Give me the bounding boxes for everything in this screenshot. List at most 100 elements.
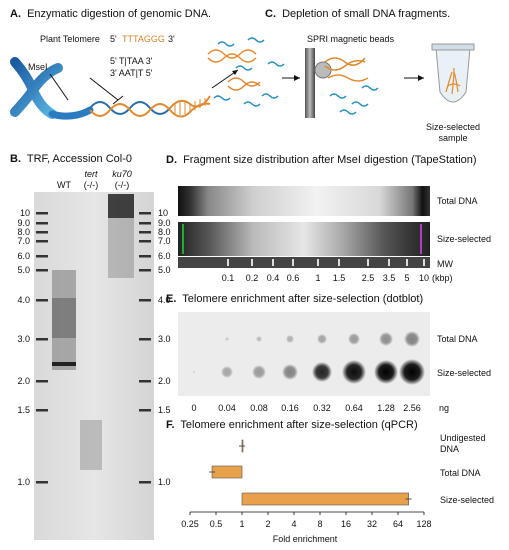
dot-size-selected [399,359,425,385]
marker-right-label: 6.0 [158,251,171,261]
dot-amount-label: 0.64 [345,403,363,413]
dot-total [317,334,327,344]
inhibit-bar [112,95,124,105]
f-ticks: 0.25 0.5 1 2 4 8 16 32 64 128 [181,512,432,529]
dot-amount-label: 0.32 [313,403,331,413]
wt-smear-core [52,298,76,338]
f-tick-label: 0.5 [210,519,223,529]
marker-left-label: 1.5 [17,405,30,415]
f-tick-label: 64 [393,519,403,529]
dot-total [256,336,262,342]
marker-right-label: 4.0 [158,295,171,305]
marker-left-label: 3.0 [17,334,30,344]
sample-label-2: sample [438,133,467,143]
ladder-band [36,255,48,258]
tape-size-lane [178,222,430,256]
panel-a-title: A. Enzymatic digestion of genomic DNA. [10,8,211,20]
e-unit: ng [439,403,449,413]
msei-site-top: 5' T|TAA 3' [110,56,153,66]
ladder-band [139,222,151,225]
ladder-band [139,255,151,258]
lower-marker [182,224,184,254]
panel-c-title: C. Depletion of small DNA fragments. [265,8,450,20]
tert-smear [80,420,102,470]
marker-right-label: 5.0 [158,265,171,275]
ladder-band [36,380,48,383]
ladder-band [36,338,48,341]
dot-size-selected [374,360,398,384]
panel-c: C. Depletion of small DNA fragments. SPR… [265,8,480,143]
panel-e: E. Telomere enrichment after size-select… [166,293,491,413]
mw-tick-label: 1 [315,273,320,283]
d-row-size: Size-selected [437,234,491,244]
ladder-band [139,481,151,484]
sample-label-1: Size-selected [426,122,480,132]
mw-band [423,259,425,266]
mw-band [272,259,274,266]
chromosome-icon [10,57,94,120]
dot-size-selected [221,366,233,378]
f-bar [211,465,243,479]
marker-left-label: 4.0 [17,295,30,305]
d-row-total: Total DNA [437,196,478,206]
lane-ku70-name: ku70 [112,169,132,179]
tube-icon [431,43,475,103]
mw-tick-label: 5 [404,273,409,283]
mw-band [388,259,390,266]
dot-total [225,337,229,341]
mw-tick-label: 1.5 [333,273,346,283]
dot-amount-label: 0.16 [281,403,299,413]
mw-tick-label: 0.1 [222,273,235,283]
ladder-band [139,269,151,272]
beads-label: SPRI magnetic beads [307,34,395,44]
dot-total [286,335,294,343]
dot-amount-label: 0.04 [218,403,236,413]
markers-left: 109.08.07.0 6.0 5.0 4.0 3.0 2.0 1.5 1.0 [17,208,30,487]
dot-size-selected [342,360,366,384]
marker-right-label: 1.0 [158,477,171,487]
msei-site-bottom: 3' AAT|T 5' [110,68,153,78]
mw-band [317,259,319,266]
ladder-band [36,409,48,412]
ladder-band [36,222,48,225]
marker-right-label: 10 [158,208,168,218]
mw-band [292,259,294,266]
mw-band [251,259,253,266]
ladder-band [139,380,151,383]
mw-tick-label: 0.2 [246,273,259,283]
marker-right-label: 3.0 [158,334,171,344]
dot-total [348,333,360,345]
mw-band [406,259,408,266]
f-cat-undigested-2: DNA [440,444,459,454]
ladder-band [36,481,48,484]
mw-band [367,259,369,266]
f-tick-label: 4 [291,519,296,529]
panel-a: A. Enzymatic digestion of genomic DNA. P… [10,8,300,120]
e-row-total: Total DNA [437,334,478,344]
dotblot-amounts: 0 0.04 0.08 0.16 0.32 0.64 1.28 2.56 [191,403,420,413]
inhibit-line [89,77,119,101]
dna-helix-icon [89,95,211,118]
wt-band [52,362,76,366]
seq-three-prime: 3' [168,34,175,44]
f-cat-total: Total DNA [440,468,481,478]
ladder-band [139,299,151,302]
mw-ticks: 0.1 0.2 0.4 0.6 1 1.5 2.5 3.5 5 10 [222,259,429,283]
mw-tick-label: 0.6 [287,273,300,283]
e-row-size: Size-selected [437,368,491,378]
dot-size-selected [312,362,332,382]
panel-d-title: D. Fragment size distribution after MseI… [166,154,477,166]
markers-right: 109.08.07.0 6.0 5.0 4.0 3.0 2.0 1.5 1.0 [158,208,171,487]
mw-tick-label: 10 [419,273,429,283]
ladder-band [139,338,151,341]
lane-tert-name: tert [84,169,98,179]
dot-amount-label: 2.56 [403,403,421,413]
lane-ku70-genotype: (-/-) [115,180,130,190]
lane-wt: WT [57,180,71,190]
ladder-band [139,240,151,243]
panel-f: F. Telomere enrichment after size-select… [166,419,494,544]
mw-tick-label: 3.5 [383,273,396,283]
panel-b-title: B. TRF, Accession Col-0 [10,153,132,165]
ladder-band [36,212,48,215]
